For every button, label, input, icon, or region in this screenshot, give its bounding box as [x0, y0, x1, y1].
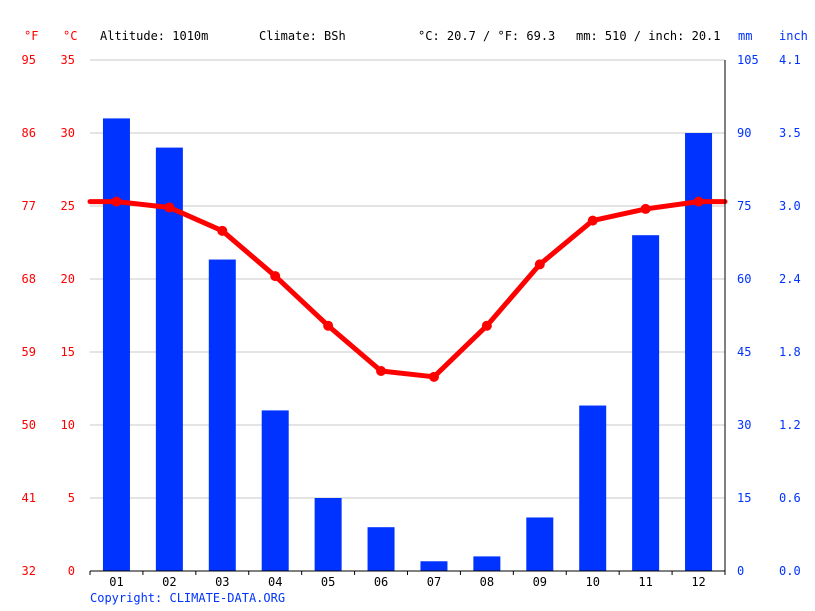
precipitation-bars [102, 118, 713, 572]
inch-tick-label: 1.2 [779, 418, 801, 432]
temperature-point [270, 271, 281, 282]
inch-tick-label: 3.0 [779, 199, 801, 213]
month-label: 01 [109, 575, 123, 589]
temperature-point [164, 202, 175, 213]
climate-label: Climate: BSh [259, 29, 346, 43]
tick-labels: 95 35 105 4.186 30 90 3.577 25 75 3.068 20 60 2.459 1… [22, 53, 801, 589]
temperature-point [534, 259, 545, 270]
inch-tick-label: 0.6 [779, 491, 801, 505]
precipitation-bar [314, 498, 342, 571]
temperature-series-line [87, 199, 728, 380]
fahrenheit-unit-label: °F [24, 29, 38, 43]
precipitation-average-label: mm: 510 / inch: 20.1 [576, 29, 721, 43]
temperature-point [323, 320, 334, 331]
fahrenheit-tick-label: 77 [22, 199, 36, 213]
inch-tick-label: 0.0 [779, 564, 801, 578]
mm-tick-label: 90 [737, 126, 751, 140]
inch-tick-label: 1.8 [779, 345, 801, 359]
celsius-tick-label: 35 [61, 53, 75, 67]
month-label: 06 [374, 575, 388, 589]
celsius-tick-label: 20 [61, 272, 75, 286]
temperature-point [693, 196, 704, 207]
mm-tick-label: 0 [737, 564, 744, 578]
celsius-tick-label: 10 [61, 418, 75, 432]
celsius-tick-label: 5 [68, 491, 75, 505]
mm-tick-label: 30 [737, 418, 751, 432]
month-label: 03 [215, 575, 229, 589]
precipitation-bar [420, 561, 448, 571]
mm-unit-label: mm [738, 29, 752, 43]
mm-tick-label: 75 [737, 199, 751, 213]
temperature-point [428, 371, 439, 382]
celsius-tick-label: 30 [61, 126, 75, 140]
temperature-point [640, 203, 651, 214]
celsius-tick-label: 15 [61, 345, 75, 359]
month-label: 02 [162, 575, 176, 589]
temperature-point [111, 196, 122, 207]
mm-tick-label: 45 [737, 345, 751, 359]
precipitation-bar [261, 410, 289, 571]
month-label: 05 [321, 575, 335, 589]
precipitation-bar [579, 405, 607, 571]
month-label: 11 [638, 575, 652, 589]
precipitation-bar [155, 147, 183, 571]
precipitation-bar [473, 556, 501, 571]
precipitation-bar [208, 259, 236, 571]
celsius-tick-label: 0 [68, 564, 75, 578]
fahrenheit-tick-label: 86 [22, 126, 36, 140]
mm-tick-label: 60 [737, 272, 751, 286]
inch-tick-label: 3.5 [779, 126, 801, 140]
temperature-point [217, 225, 228, 236]
grid-lines [90, 59, 725, 499]
temperature-point [376, 365, 387, 376]
month-label: 12 [691, 575, 705, 589]
month-label: 04 [268, 575, 282, 589]
mm-tick-label: 15 [737, 491, 751, 505]
precipitation-bar [102, 118, 130, 572]
temperature-point [587, 215, 598, 226]
precipitation-bar [526, 517, 554, 571]
fahrenheit-tick-label: 59 [22, 345, 36, 359]
precipitation-bar [632, 235, 660, 571]
temperature-line [87, 196, 728, 382]
inch-tick-label: 4.1 [779, 53, 801, 67]
fahrenheit-tick-label: 50 [22, 418, 36, 432]
fahrenheit-tick-label: 41 [22, 491, 36, 505]
temperature-average-label: °C: 20.7 / °F: 69.3 [418, 29, 555, 43]
inch-unit-label: inch [779, 29, 808, 43]
month-label: 09 [533, 575, 547, 589]
temperature-point [481, 320, 492, 331]
fahrenheit-tick-label: 68 [22, 272, 36, 286]
precipitation-bar [367, 527, 395, 571]
mm-tick-label: 105 [737, 53, 759, 67]
fahrenheit-tick-label: 95 [22, 53, 36, 67]
inch-tick-label: 2.4 [779, 272, 801, 286]
fahrenheit-tick-label: 32 [22, 564, 36, 578]
copyright-link[interactable]: Copyright: CLIMATE-DATA.ORG [90, 591, 286, 605]
altitude-label: Altitude: 1010m [100, 29, 208, 43]
axes [89, 60, 726, 575]
month-label: 10 [585, 575, 599, 589]
month-label: 08 [480, 575, 494, 589]
celsius-tick-label: 25 [61, 199, 75, 213]
celsius-unit-label: °C [63, 29, 77, 43]
month-label: 07 [427, 575, 441, 589]
